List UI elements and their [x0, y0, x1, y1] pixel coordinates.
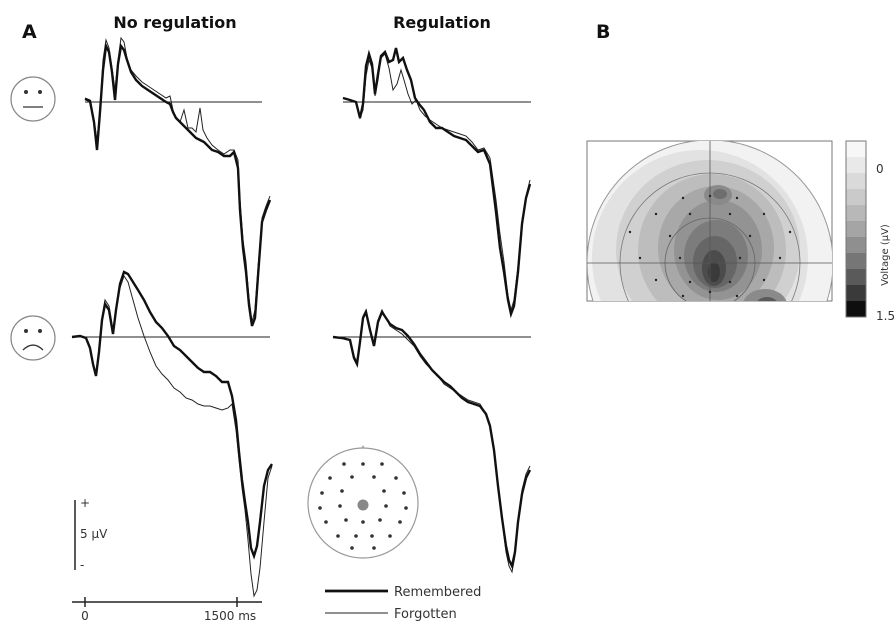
legend-remembered-label: Remembered: [394, 585, 481, 600]
erp-no-reg-negative: [71, 270, 273, 598]
waveform-remembered: [84, 41, 272, 327]
legend-forgotten-label: Forgotten: [394, 607, 457, 622]
scale-plus-label: +: [80, 496, 90, 510]
colorbar-tick-1: 1.5: [876, 309, 895, 323]
neutral-face-icon: [10, 76, 56, 122]
erp-reg-neutral: [342, 47, 532, 319]
waveform-forgotten: [342, 53, 531, 311]
time-axis: 0 1500 ms: [72, 597, 262, 623]
erp-reg-negative: [332, 308, 532, 574]
time-axis-end: 1500 ms: [204, 609, 256, 623]
topographic-map: [586, 140, 833, 302]
waveform-remembered: [71, 270, 273, 560]
legend: Remembered Forgotten: [325, 585, 481, 622]
voltage-scale-bar: + - 5 μV: [74, 496, 108, 572]
column-title-regulation: Regulation: [393, 13, 491, 32]
colorbar-label: Voltage (μV): [880, 224, 891, 286]
time-axis-start: 0: [81, 609, 89, 623]
sad-face-icon: [10, 315, 56, 361]
colorbar-tick-0: 0: [876, 162, 884, 176]
scale-value-label: 5 μV: [80, 527, 108, 541]
erp-no-reg-neutral: [84, 36, 272, 327]
panel-letter-a: A: [22, 21, 37, 43]
panel-letter-b: B: [596, 21, 610, 43]
electrode-head-map-icon: [307, 445, 419, 559]
colorbar: 0 1.5 Voltage (μV): [845, 140, 895, 323]
waveform-remembered: [332, 308, 532, 570]
waveform-remembered: [342, 47, 532, 319]
column-title-no-regulation: No regulation: [113, 13, 236, 32]
scale-minus-label: -: [80, 558, 84, 572]
